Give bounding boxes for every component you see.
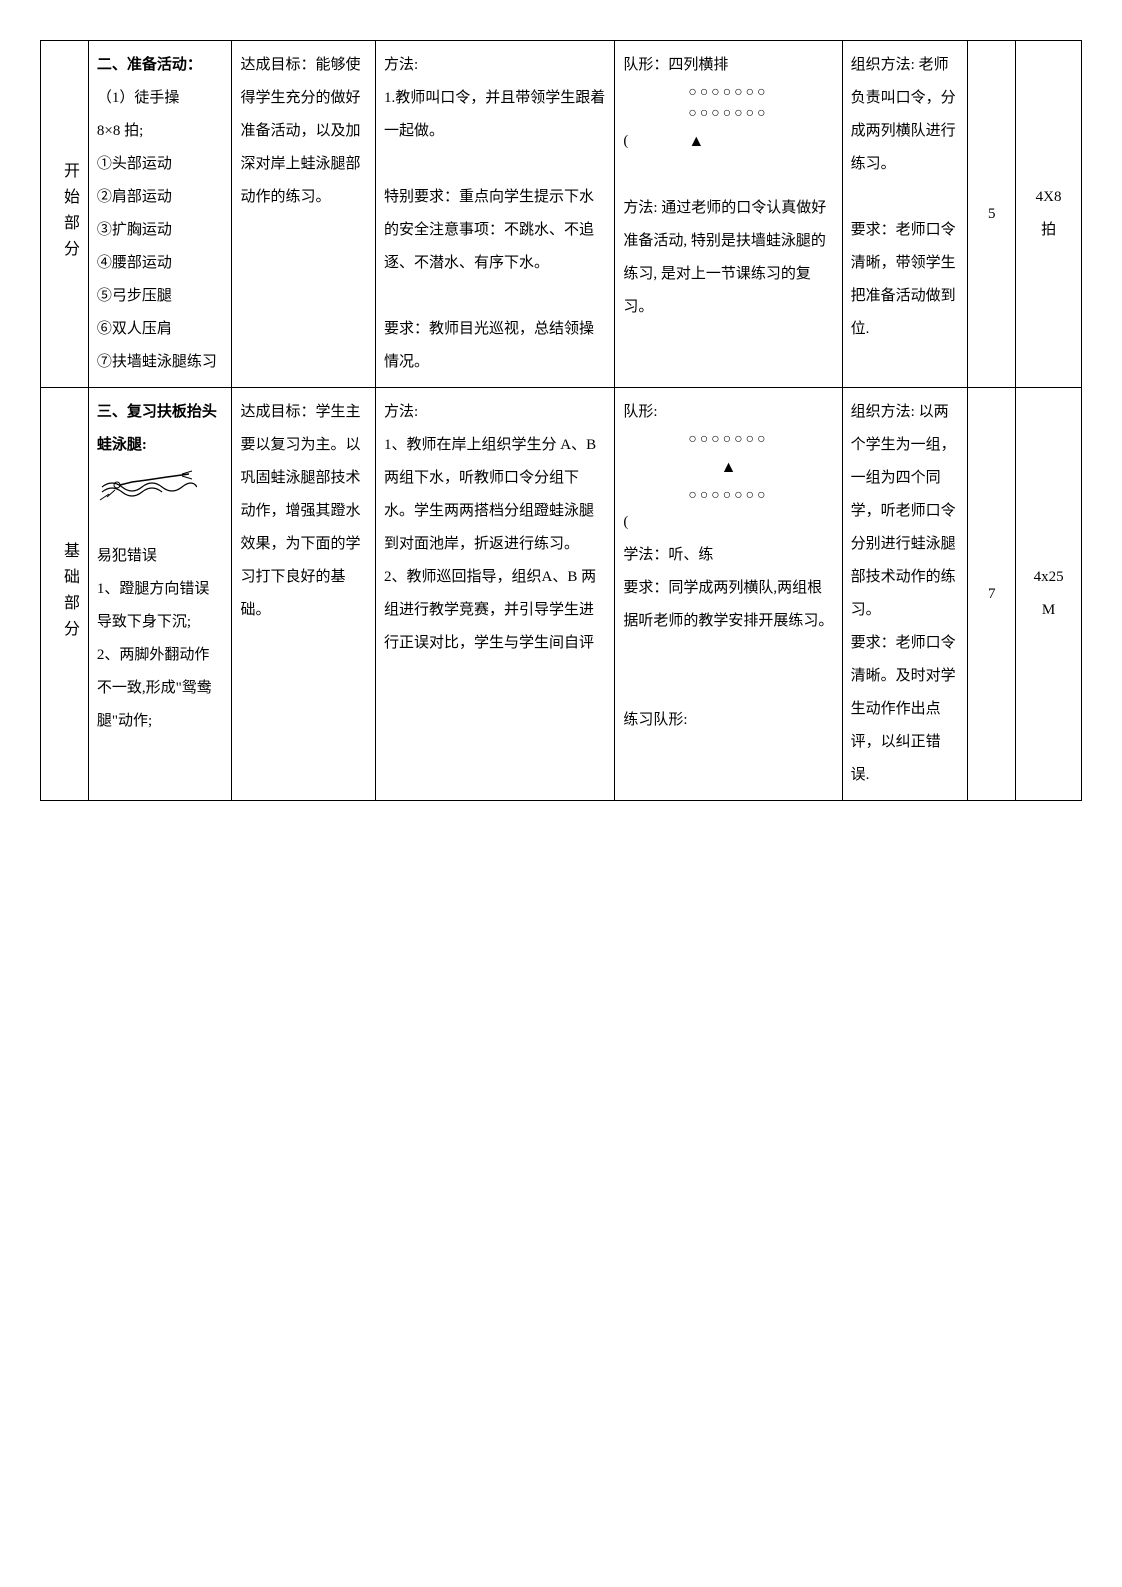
activity-item-7: ⑤弓步压腿 bbox=[97, 280, 224, 313]
goal-warmup: 达成目标：能够使得学生充分的做好准备活动，以及加深对岸上蛙泳腿部动作的练习。 bbox=[232, 41, 376, 388]
formation-circles-1a: ○○○○○○○ bbox=[623, 82, 833, 103]
section-start-label: 开始部分 bbox=[49, 162, 89, 266]
activity-item-9: ⑦扶墙蛙泳腿练习 bbox=[97, 346, 224, 379]
activity-title-2: 三、复习扶板抬头蛙泳腿: bbox=[97, 396, 224, 462]
org-1-2: 要求：老师口令清晰，带领学生把准备活动做到位. bbox=[851, 214, 960, 346]
triangle-2: ▲ bbox=[623, 450, 833, 485]
formation-circles-1b: ○○○○○○○ bbox=[623, 103, 833, 124]
activity-title-1: 二、准备活动： bbox=[97, 49, 224, 82]
activity-item-2: 8×8 拍; bbox=[97, 115, 224, 148]
time-2-1: 4x25 bbox=[1024, 561, 1073, 594]
activity-review: 三、复习扶板抬头蛙泳腿: 易犯错误 1、蹬腿方向错误导致下身下沉; 2、两脚外翻… bbox=[88, 388, 232, 801]
error-1: 1、蹬腿方向错误导致下身下沉; bbox=[97, 573, 224, 639]
activity-item-4: ②肩部运动 bbox=[97, 181, 224, 214]
activity-item-5: ③扩胸运动 bbox=[97, 214, 224, 247]
activity-warmup: 二、准备活动： （1）徒手操 8×8 拍; ①头部运动 ②肩部运动 ③扩胸运动 … bbox=[88, 41, 232, 388]
org-review: 组织方法: 以两个学生为一组，一组为四个同学，听老师口令分别进行蛙泳腿部技术动作… bbox=[842, 388, 968, 801]
lesson-plan-table: 开始部分 二、准备活动： （1）徒手操 8×8 拍; ①头部运动 ②肩部运动 ③… bbox=[40, 40, 1082, 801]
error-title: 易犯错误 bbox=[97, 540, 224, 573]
method-special-1: 特别要求：重点向学生提示下水的安全注意事项：不跳水、不追逐、不潜水、有序下水。 bbox=[384, 181, 606, 280]
paren-1: ( bbox=[623, 125, 628, 158]
formation-req-2: 要求：同学成两列横队,两组根据听老师的教学安排开展练习。 bbox=[623, 572, 833, 638]
triangle-1: ▲ bbox=[688, 124, 704, 159]
org-1-1: 组织方法: 老师负责叫口令，分成两列横队进行练习。 bbox=[851, 49, 960, 181]
org-2-1: 组织方法: 以两个学生为一组，一组为四个同学，听老师口令分别进行蛙泳腿部技术动作… bbox=[851, 396, 960, 627]
method-warmup: 方法: 1.教师叫口令，并且带领学生跟着一起做。 特别要求：重点向学生提示下水的… bbox=[376, 41, 615, 388]
method-2-2: 2、教师巡回指导，组织A、B 两组进行教学竞赛，并引导学生进行正误对比，学生与学… bbox=[384, 561, 606, 660]
activity-item-6: ④腰部运动 bbox=[97, 247, 224, 280]
method-1-1: 1.教师叫口令，并且带领学生跟着一起做。 bbox=[384, 82, 606, 148]
section-basic: 基础部分 bbox=[41, 388, 89, 801]
formation-learn: 学法：听、练 bbox=[623, 539, 833, 572]
row-review: 基础部分 三、复习扶板抬头蛙泳腿: 易犯错误 1、蹬腿方向错误导致下身下沉; 2… bbox=[41, 388, 1082, 801]
method-title-2: 方法: bbox=[384, 396, 606, 429]
time-review: 4x25 M bbox=[1016, 388, 1082, 801]
method-2-1: 1、教师在岸上组织学生分 A、B 两组下水，听教师口令分组下水。学生两两搭档分组… bbox=[384, 429, 606, 561]
org-2-2: 要求：老师口令清晰。及时对学生动作作出点评，以纠正错误. bbox=[851, 627, 960, 792]
time-warmup: 4X8 拍 bbox=[1016, 41, 1082, 388]
goal-review: 达成目标：学生主要以复习为主。以巩固蛙泳腿部技术动作，增强其蹬水效果，为下面的学… bbox=[232, 388, 376, 801]
method-req-1: 要求：教师目光巡视，总结领操情况。 bbox=[384, 313, 606, 379]
paren-2: ( bbox=[623, 506, 833, 539]
method-review: 方法: 1、教师在岸上组织学生分 A、B 两组下水，听教师口令分组下水。学生两两… bbox=[376, 388, 615, 801]
formation-warmup: 队形：四列横排 ○○○○○○○ ○○○○○○○ ( ▲ 方法: 通过老师的口令认… bbox=[615, 41, 842, 388]
org-warmup: 组织方法: 老师负责叫口令，分成两列横队进行练习。 要求：老师口令清晰，带领学生… bbox=[842, 41, 968, 388]
formation-review: 队形: ○○○○○○○ ▲ ○○○○○○○ ( 学法：听、练 要求：同学成两列横… bbox=[615, 388, 842, 801]
count-review: 7 bbox=[968, 388, 1016, 801]
practice-formation: 练习队形: bbox=[623, 704, 833, 737]
time-1-1: 4X8 bbox=[1024, 181, 1073, 214]
error-2: 2、两脚外翻动作不一致,形成"鸳鸯腿"动作; bbox=[97, 639, 224, 738]
formation-circles-2a: ○○○○○○○ bbox=[623, 429, 833, 450]
activity-item-8: ⑥双人压肩 bbox=[97, 313, 224, 346]
section-basic-label: 基础部分 bbox=[49, 542, 89, 646]
swimmer-icon bbox=[97, 467, 197, 502]
formation-title-1: 队形：四列横排 bbox=[623, 49, 833, 82]
formation-circles-2b: ○○○○○○○ bbox=[623, 485, 833, 506]
time-2-2: M bbox=[1024, 594, 1073, 627]
row-warmup: 开始部分 二、准备活动： （1）徒手操 8×8 拍; ①头部运动 ②肩部运动 ③… bbox=[41, 41, 1082, 388]
count-warmup: 5 bbox=[968, 41, 1016, 388]
formation-title-2: 队形: bbox=[623, 396, 833, 429]
activity-item-3: ①头部运动 bbox=[97, 148, 224, 181]
time-1-2: 拍 bbox=[1024, 214, 1073, 247]
activity-item-1: （1）徒手操 bbox=[97, 82, 224, 115]
formation-method-1: 方法: 通过老师的口令认真做好准备活动, 特别是扶墙蛙泳腿的练习, 是对上一节课… bbox=[623, 192, 833, 324]
section-start: 开始部分 bbox=[41, 41, 89, 388]
method-title-1: 方法: bbox=[384, 49, 606, 82]
